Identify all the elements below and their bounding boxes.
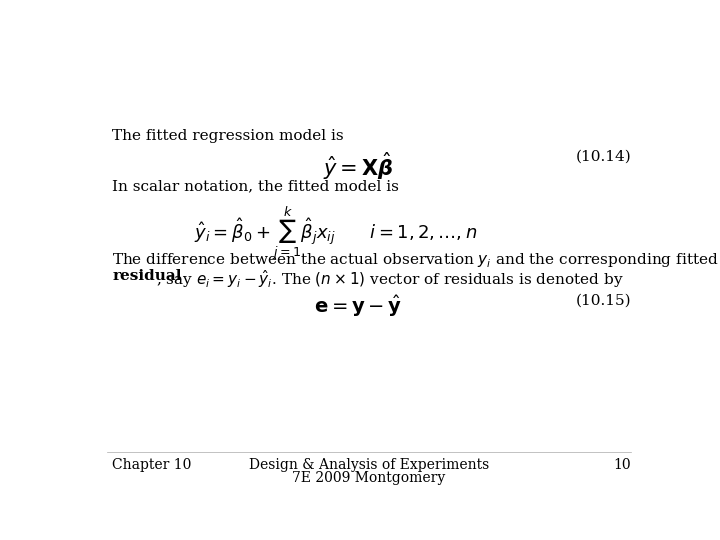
Text: $\hat{y}_i = \hat{\beta}_0 + \sum_{j=1}^{k} \hat{\beta}_j x_{ij} \qquad i = 1, 2: $\hat{y}_i = \hat{\beta}_0 + \sum_{j=1}^… bbox=[194, 204, 477, 262]
Text: (10.15): (10.15) bbox=[575, 294, 631, 307]
Text: 7E 2009 Montgomery: 7E 2009 Montgomery bbox=[292, 471, 446, 485]
Text: , say $e_i = y_i - \hat{y}_i$. The $(n \times 1)$ vector of residuals is denoted: , say $e_i = y_i - \hat{y}_i$. The $(n \… bbox=[156, 268, 624, 291]
Text: (10.14): (10.14) bbox=[575, 150, 631, 164]
Text: Design & Analysis of Experiments: Design & Analysis of Experiments bbox=[249, 458, 489, 472]
Text: 10: 10 bbox=[613, 458, 631, 472]
Text: The fitted regression model is: The fitted regression model is bbox=[112, 129, 344, 143]
Text: residual: residual bbox=[112, 268, 182, 282]
Text: In scalar notation, the fitted model is: In scalar notation, the fitted model is bbox=[112, 179, 399, 193]
Text: $\hat{y} = \mathbf{X}\hat{\boldsymbol{\beta}}$: $\hat{y} = \mathbf{X}\hat{\boldsymbol{\b… bbox=[323, 150, 393, 181]
Text: Chapter 10: Chapter 10 bbox=[112, 458, 192, 472]
Text: The difference between the actual observation $y_i$ and the corresponding fitted: The difference between the actual observ… bbox=[112, 248, 720, 271]
Text: $\mathbf{e} = \mathbf{y} - \hat{\mathbf{y}}$: $\mathbf{e} = \mathbf{y} - \hat{\mathbf{… bbox=[314, 294, 402, 320]
